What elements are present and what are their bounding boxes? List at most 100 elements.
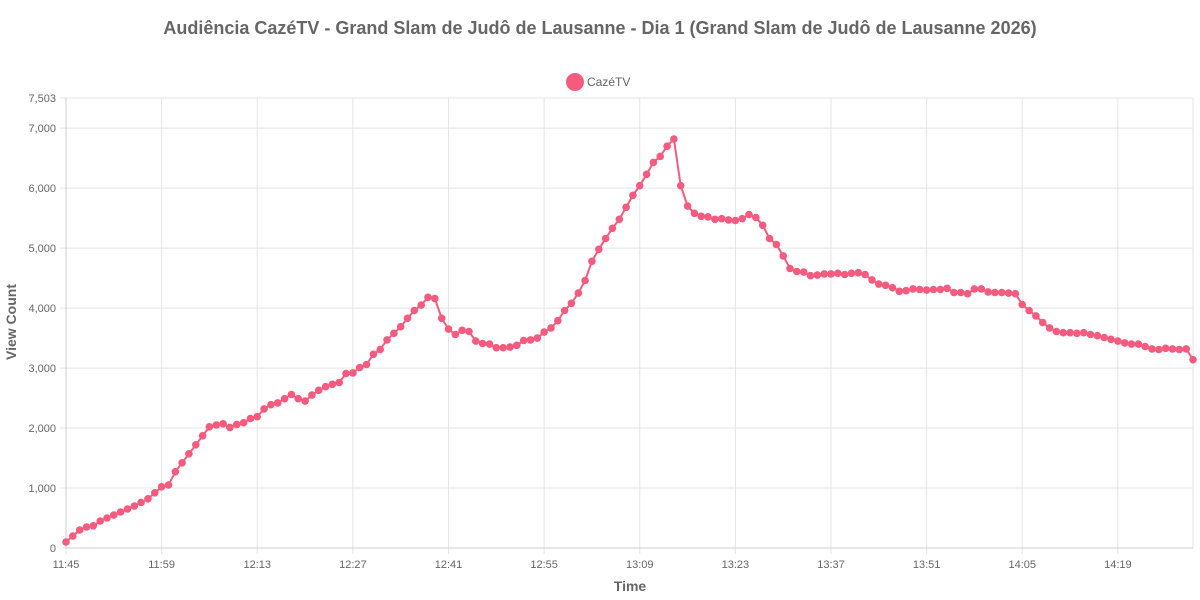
data-point[interactable] [82,523,91,531]
data-point[interactable] [212,421,221,429]
data-point[interactable] [834,269,842,278]
data-point[interactable] [1066,328,1074,337]
data-point[interactable] [123,505,132,513]
data-point[interactable] [991,288,999,297]
data-point[interactable] [793,267,801,276]
data-point[interactable] [116,508,125,516]
data-point[interactable] [697,212,705,221]
data-point[interactable] [649,158,658,167]
data-point[interactable] [779,252,787,260]
data-point[interactable] [1120,339,1129,347]
data-point[interactable] [875,280,883,288]
data-point[interactable] [1079,328,1088,337]
data-point[interactable] [437,314,446,323]
data-point[interactable] [89,522,98,530]
data-point[interactable] [895,287,904,296]
data-point[interactable] [676,181,685,190]
data-point[interactable] [1004,289,1013,297]
data-point[interactable] [103,514,111,522]
data-point[interactable] [144,495,152,503]
data-point[interactable] [1011,289,1020,298]
data-point[interactable] [1018,300,1026,309]
data-point[interactable] [233,420,241,429]
data-point[interactable] [499,343,507,352]
data-point[interactable] [62,538,70,546]
data-point[interactable] [970,285,979,293]
data-point[interactable] [963,289,972,298]
data-point[interactable] [1038,318,1047,327]
data-point[interactable] [1148,345,1156,353]
data-point[interactable] [574,289,583,297]
data-point[interactable] [1175,345,1184,354]
data-point[interactable] [424,293,432,302]
data-point[interactable] [478,339,487,348]
data-point[interactable] [977,285,986,293]
data-point[interactable] [588,257,596,266]
data-point[interactable] [485,340,494,348]
data-point[interactable] [157,483,166,491]
data-point[interactable] [267,400,275,409]
data-point[interactable] [888,283,897,292]
data-point[interactable] [239,418,248,427]
data-point[interactable] [656,152,664,161]
data-point[interactable] [226,423,234,432]
data-point[interactable] [396,322,405,331]
data-point[interactable] [314,386,323,395]
data-point[interactable] [1114,337,1122,345]
data-point[interactable] [690,209,699,218]
data-point[interactable] [506,343,514,351]
legend-label[interactable]: CazéTV [587,75,630,89]
data-point[interactable] [431,294,439,303]
data-point[interactable] [936,285,945,294]
data-point[interactable] [1093,331,1102,340]
data-point[interactable] [1182,345,1190,353]
data-point[interactable] [622,203,630,212]
data-point[interactable] [75,526,84,534]
data-point[interactable] [629,191,637,200]
data-point[interactable] [328,380,337,389]
data-point[interactable] [1161,344,1170,353]
legend-swatch[interactable] [566,73,584,91]
data-point[interactable] [96,517,104,525]
legend[interactable]: CazéTV [566,73,630,91]
data-point[interactable] [595,245,603,254]
data-point[interactable] [957,288,965,297]
data-point[interactable] [519,336,528,345]
data-point[interactable] [1073,329,1081,338]
data-point[interactable] [185,450,193,458]
data-point[interactable] [909,285,917,293]
data-point[interactable] [670,135,678,143]
data-point[interactable] [465,327,473,336]
data-point[interactable] [492,343,501,352]
data-point[interactable] [950,288,958,297]
data-point[interactable] [451,330,460,339]
data-point[interactable] [820,270,828,278]
data-point[interactable] [1168,345,1177,353]
data-point[interactable] [308,391,316,399]
data-point[interactable] [335,378,344,387]
data-point[interactable] [1059,328,1067,337]
data-point[interactable] [615,215,624,224]
data-point[interactable] [861,270,869,279]
data-point[interactable] [581,276,589,285]
data-point[interactable] [752,213,760,222]
data-point[interactable] [444,325,453,333]
data-point[interactable] [417,301,426,309]
data-point[interactable] [342,369,350,378]
data-point[interactable] [1100,333,1108,342]
data-point[interactable] [219,420,227,428]
data-point[interactable] [472,337,480,345]
data-point[interactable] [567,299,576,308]
data-point[interactable] [1052,327,1061,336]
data-point[interactable] [1045,324,1054,332]
data-point[interactable] [1107,335,1115,344]
data-point[interactable] [854,268,863,277]
data-point[interactable] [458,326,467,335]
data-point[interactable] [813,271,822,279]
data-point[interactable] [1134,340,1143,348]
data-point[interactable] [130,502,139,510]
data-point[interactable] [192,441,200,449]
data-point[interactable] [984,288,992,296]
data-point[interactable] [164,481,173,489]
data-point[interactable] [355,363,364,372]
